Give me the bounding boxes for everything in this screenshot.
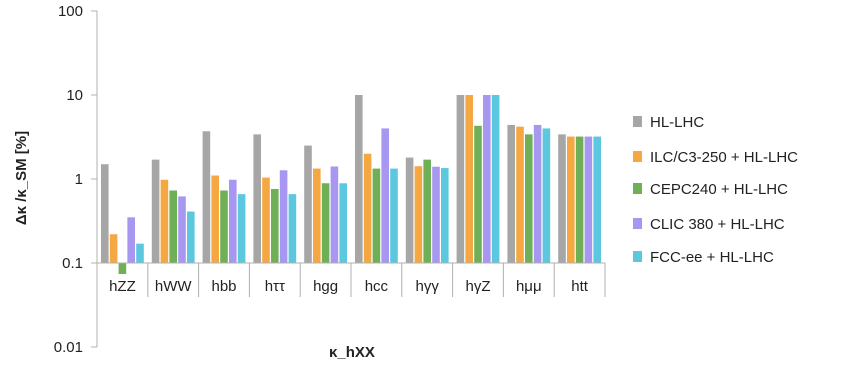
bar <box>516 126 524 263</box>
bar <box>456 95 465 263</box>
bar <box>330 166 339 263</box>
bar <box>593 136 601 263</box>
bar <box>542 128 551 263</box>
bar <box>101 164 109 263</box>
category-label: hWW <box>155 278 193 295</box>
bar <box>220 190 228 263</box>
y-tick-label: 0.01 <box>54 339 83 356</box>
bar <box>304 145 312 263</box>
category-label: hcc <box>365 278 389 295</box>
bar <box>237 194 246 263</box>
bar <box>441 168 449 263</box>
legend-swatch <box>633 218 642 229</box>
y-tick-label: 100 <box>58 3 83 20</box>
category-label: hττ <box>265 278 285 295</box>
legend-label: ILC/C3-250 + HL-LHC <box>650 149 798 166</box>
bar-series <box>101 95 601 274</box>
bar <box>229 179 237 263</box>
bar <box>339 183 347 263</box>
category-label: hγZ <box>465 278 490 295</box>
bar <box>567 136 575 263</box>
category-label: hZZ <box>109 278 136 295</box>
legend: HL-LHC ILC/C3-250 + HL-LHC CEPC240 + HL-LH… <box>633 114 798 266</box>
legend-label: CEPC240 + HL-LHC <box>650 181 788 198</box>
y-axis-title: Δκ /κ_SM [%] <box>13 131 30 225</box>
category-label: hgg <box>313 278 338 295</box>
bar <box>127 217 135 263</box>
bar <box>136 243 144 263</box>
bar <box>432 166 440 263</box>
bar <box>151 159 160 263</box>
bar <box>187 211 195 263</box>
y-tick-label: 0.1 <box>62 255 83 272</box>
bar <box>271 189 279 263</box>
bar <box>211 175 219 263</box>
bar <box>321 183 330 263</box>
legend-label: HL-LHC <box>650 114 704 131</box>
bar <box>160 179 169 263</box>
bar <box>533 124 542 263</box>
bar <box>491 95 500 263</box>
category-label: hμμ <box>516 278 542 295</box>
bar <box>390 168 398 263</box>
bar <box>202 131 211 263</box>
bar <box>423 159 431 263</box>
category-label: htt <box>571 278 589 295</box>
bar <box>178 196 186 263</box>
y-tick-label: 10 <box>66 87 83 104</box>
bar <box>288 194 297 263</box>
legend-label: CLIC 380 + HL-LHC <box>650 216 785 233</box>
bar <box>253 134 261 263</box>
bar <box>474 125 482 263</box>
legend-label: FCC-ee + HL-LHC <box>650 249 774 266</box>
y-tick-label: 1 <box>75 171 83 188</box>
bar <box>355 95 363 263</box>
y-axis-ticks: 0.01 0.1 1 10 100 <box>54 3 97 356</box>
bar <box>372 168 381 263</box>
bar <box>279 170 288 263</box>
bar <box>363 153 372 263</box>
bar <box>169 190 177 263</box>
category-label: hbb <box>211 278 236 295</box>
category-labels: hZZ hWW hbb hττ hgg hcc hγγ hγZ hμμ htt <box>109 263 606 297</box>
x-axis-title: κ_hXX <box>329 344 375 361</box>
bar <box>414 166 423 263</box>
bar <box>575 136 584 263</box>
bar <box>381 128 389 263</box>
legend-swatch <box>633 251 642 262</box>
legend-swatch <box>633 183 642 194</box>
bar <box>558 134 566 263</box>
bar <box>109 234 118 263</box>
bar <box>465 95 473 263</box>
bar <box>313 168 321 263</box>
category-label: hγγ <box>416 278 440 295</box>
bar <box>507 124 515 263</box>
bar <box>118 263 127 274</box>
bar <box>525 134 533 263</box>
legend-swatch <box>633 151 642 162</box>
bar <box>584 136 593 263</box>
bar <box>262 177 270 263</box>
legend-swatch <box>633 116 642 127</box>
bar <box>405 157 414 263</box>
bar <box>483 95 491 263</box>
